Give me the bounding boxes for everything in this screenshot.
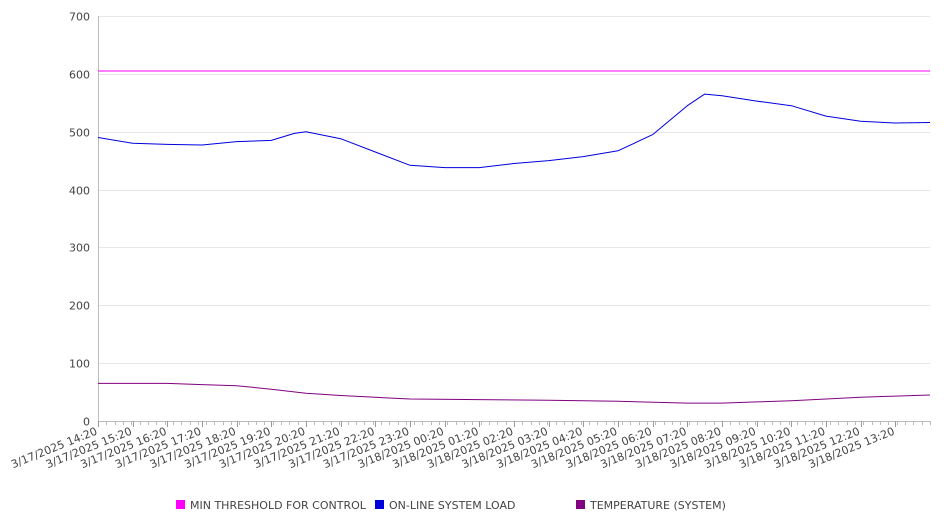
legend-label-temperature-system: TEMPERATURE (SYSTEM) bbox=[589, 499, 726, 512]
y-tick-label: 100 bbox=[69, 358, 90, 371]
legend-swatch-on-line-system-load bbox=[375, 500, 384, 509]
y-tick-label: 0 bbox=[83, 416, 90, 429]
series-lines bbox=[97, 70, 931, 404]
series-line-on-line-system-load bbox=[97, 93, 931, 169]
y-tick-label: 400 bbox=[69, 185, 90, 198]
y-tick-label: 200 bbox=[69, 300, 90, 313]
y-axis: 0 100 200 300 400 500 600 700 bbox=[69, 11, 99, 429]
x-axis: 3/17/2025 14:203/17/2025 15:203/17/2025 … bbox=[9, 421, 931, 471]
legend-swatch-temperature-system bbox=[576, 500, 585, 509]
legend: MIN THRESHOLD FOR CONTROL ON-LINE SYSTEM … bbox=[176, 499, 726, 512]
y-tick-label: 500 bbox=[69, 127, 90, 140]
legend-label-min-threshold-for-control: MIN THRESHOLD FOR CONTROL bbox=[190, 499, 367, 512]
series-line-temperature-system bbox=[98, 382, 931, 404]
y-tick-label: 600 bbox=[69, 69, 90, 82]
y-tick-label: 300 bbox=[69, 242, 90, 255]
y-tick-label: 700 bbox=[69, 11, 90, 24]
grid bbox=[98, 16, 930, 422]
legend-swatch-min-threshold-for-control bbox=[176, 500, 185, 509]
legend-label-on-line-system-load: ON-LINE SYSTEM LOAD bbox=[389, 499, 515, 512]
